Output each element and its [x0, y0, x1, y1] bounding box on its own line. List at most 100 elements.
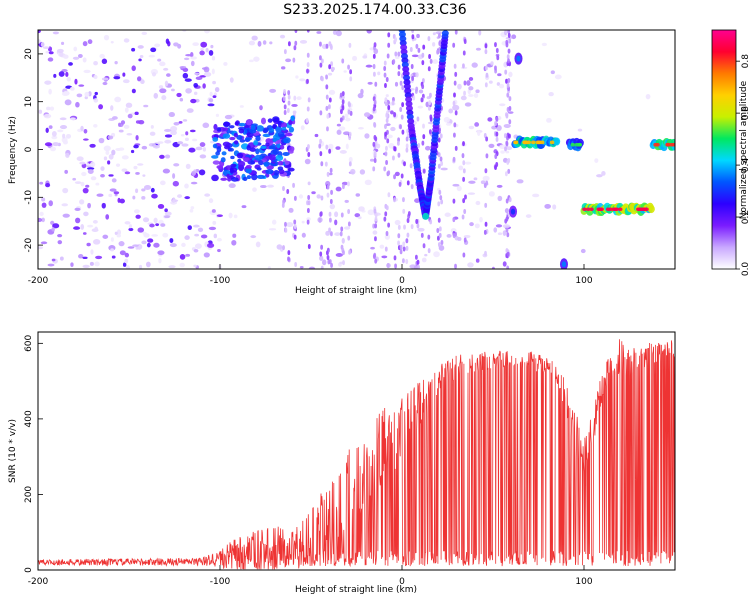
heatmap-speckle [364, 179, 372, 186]
heatmap-speckle [89, 161, 96, 168]
heatmap-cluster [222, 141, 231, 147]
heatmap-speckle [252, 187, 257, 192]
heatmap-streak [422, 44, 426, 50]
heatmap-streak [330, 231, 333, 237]
heatmap-speckle [75, 217, 81, 224]
heatmap-cluster [216, 127, 222, 132]
heatmap-speckle [190, 98, 197, 104]
heatmap-speckle [496, 82, 501, 86]
heatmap-streak [427, 36, 431, 42]
heatmap-streak [383, 166, 387, 172]
heatmap-speckle [135, 120, 141, 124]
heatmap-speckle [468, 180, 476, 184]
heatmap-speckle [51, 131, 57, 137]
heatmap-speckle [93, 123, 98, 128]
heatmap-speckle [469, 222, 474, 227]
heatmap-speckle [128, 227, 134, 232]
heatmap-streak [454, 110, 458, 116]
heatmap-speckle [268, 228, 277, 231]
heatmap-speckle [135, 134, 139, 141]
heatmap-streak [319, 62, 323, 68]
heatmap-speckle [448, 108, 454, 114]
heatmap-speckle [184, 183, 189, 189]
heatmap-speckle [207, 103, 215, 107]
heatmap-speckle [452, 183, 460, 187]
heatmap-streak [454, 263, 457, 269]
heatmap-streak [383, 65, 387, 71]
heatmap-speckle [160, 180, 166, 186]
heatmap-speckle [338, 126, 346, 131]
heatmap-speckle [185, 163, 191, 170]
heatmap-streak [348, 131, 352, 137]
heatmap-speckle [166, 73, 171, 77]
heatmap-streak [485, 136, 489, 142]
heatmap-streak [373, 42, 377, 48]
heatmap-streak [485, 65, 488, 71]
heatmap-speckle [127, 113, 133, 119]
heatmap-speckle [395, 56, 400, 59]
colorbar-tick-label: 0.0 [741, 262, 750, 277]
heatmap-speckle [372, 230, 378, 235]
heatmap-speckle [65, 71, 69, 77]
heatmap-speckle [541, 42, 548, 47]
heatmap-speckle [78, 53, 83, 59]
heatmap-streak [281, 202, 285, 208]
heatmap-streak [282, 185, 285, 191]
heatmap-speckle [525, 214, 532, 218]
heatmap-speckle [577, 128, 583, 132]
heatmap-speckle [339, 150, 347, 154]
heatmap-speckle [490, 61, 494, 66]
heatmap-speckle [266, 184, 274, 188]
heatmap-streak [508, 133, 511, 139]
heatmap-streak [495, 47, 499, 53]
heatmap-streak [504, 171, 508, 177]
heatmap-speckle [109, 188, 117, 192]
heatmap-streak [306, 52, 310, 58]
heatmap-speckle [550, 70, 555, 75]
heatmap-speckle [208, 198, 214, 204]
heatmap-speckle [127, 246, 135, 249]
heatmap-speckle [62, 213, 70, 218]
heatmap-speckle [41, 202, 47, 208]
heatmap-cluster [230, 155, 235, 160]
heatmap-streak [328, 104, 331, 110]
heatmap-streak [407, 211, 411, 217]
heatmap-cluster [245, 167, 252, 174]
heatmap-speckle [201, 67, 208, 70]
heatmap-cluster [238, 128, 245, 134]
heatmap-speckle [121, 155, 129, 160]
heatmap-speckle [182, 67, 189, 72]
heatmap-speckle [44, 142, 53, 147]
heatmap-streak [505, 39, 509, 45]
heatmap-speckle [87, 202, 91, 209]
heatmap-streak [506, 232, 510, 238]
heatmap-cluster [227, 177, 232, 182]
heatmap-speckle [65, 133, 72, 139]
heatmap-speckle [83, 138, 89, 141]
heatmap-speckle [281, 66, 286, 70]
heatmap-streak [409, 163, 413, 169]
heatmap-speckle [304, 158, 311, 165]
heatmap-speckle [172, 173, 176, 179]
heatmap-cluster [236, 134, 243, 141]
heatmap-speckle [185, 253, 191, 257]
heatmap-streak [508, 119, 512, 125]
heatmap-speckle [39, 211, 44, 217]
heatmap-speckle [381, 255, 388, 259]
heatmap-speckle [38, 217, 43, 223]
heatmap-band-peak [513, 140, 518, 145]
heatmap-speckle [116, 229, 122, 236]
heatmap-streak [437, 201, 441, 207]
heatmap-speckle [48, 88, 52, 95]
heatmap-streak [452, 232, 456, 238]
heatmap-streak [429, 58, 433, 64]
heatmap-cluster [283, 137, 291, 144]
heatmap-streak [372, 253, 376, 259]
heatmap-streak [406, 180, 410, 186]
heatmap-speckle [388, 143, 395, 149]
heatmap-streak [348, 42, 352, 48]
heatmap-vtrack [406, 113, 414, 120]
heatmap-streak [283, 110, 287, 116]
heatmap-streak [387, 42, 391, 48]
heatmap-blob-core [510, 208, 516, 215]
